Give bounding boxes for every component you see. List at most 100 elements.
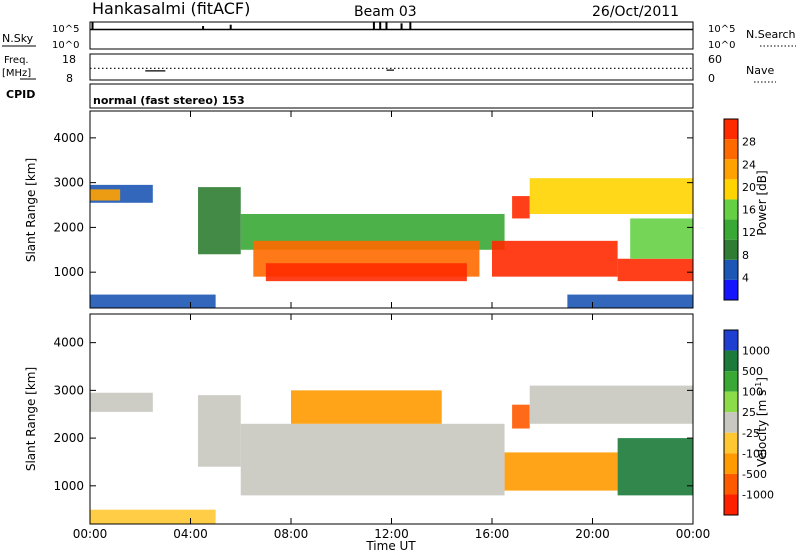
power-colorbar-tick-0: 4 — [742, 271, 749, 284]
freq-unit: [MHz] — [2, 68, 31, 79]
velocity-colorbar-tick-4: -25 — [742, 427, 760, 440]
power-ylabel: Slant Range [km] — [24, 158, 38, 262]
freq-tick-low: 8 — [66, 72, 73, 85]
velocity-colorbar-tick-6: -500 — [742, 468, 767, 481]
power-colorbar-tick-1: 8 — [742, 249, 749, 262]
velocity-colorbar-label-end: ] — [755, 377, 769, 382]
x-tick-label-4: 16:00 — [475, 527, 510, 541]
power-band-9 — [617, 258, 693, 282]
x-tick-label-1: 04:00 — [173, 527, 208, 541]
cpid-panel-frame — [89, 83, 694, 109]
velocity-colorbar-seg-7 — [724, 473, 738, 495]
power-colorbar-tick-4: 20 — [742, 181, 756, 194]
velocity-band-2 — [240, 423, 505, 496]
date-title: 26/Oct/2011 — [592, 4, 679, 20]
velocity-band-3 — [504, 452, 618, 491]
velocity-colorbar-tick-5: -100 — [742, 447, 767, 460]
power-band-11 — [90, 294, 216, 308]
power-colorbar-tick-5: 24 — [742, 158, 756, 171]
power-colorbar-seg-5 — [724, 179, 738, 200]
station-title: Hankasalmi (fitACF) — [92, 0, 250, 18]
power-colorbar-label: Power [dB] — [755, 170, 769, 235]
velocity-ytick-label-2: 3000 — [53, 383, 84, 397]
nsky-tick-high: 10^5 — [52, 24, 79, 35]
velocity-colorbar-seg-3 — [724, 391, 738, 413]
velocity-colorbar-tick-7: -1000 — [742, 488, 774, 501]
nsky-tick-low: 10^0 — [52, 40, 79, 51]
velocity-colorbar-seg-2 — [724, 371, 738, 392]
velocity-colorbar-label: Velocity [m s-1] — [754, 377, 769, 467]
power-colorbar-tick-3: 16 — [742, 204, 756, 217]
power-ytick-label-2: 3000 — [53, 176, 84, 190]
cpid-label: CPID — [6, 88, 35, 101]
velocity-colorbar-seg-4 — [724, 412, 738, 433]
power-colorbar-seg-1 — [724, 259, 738, 280]
power-colorbar-seg-2 — [724, 239, 738, 260]
velocity-ylabel: Slant Range [km] — [24, 367, 38, 471]
velocity-colorbar-seg-5 — [724, 432, 738, 454]
velocity-colorbar-tick-0: 1000 — [742, 345, 770, 358]
power-band-7 — [512, 196, 530, 219]
velocity-colorbar-label-main: Velocity [m s — [755, 390, 769, 467]
x-tick-label-5: 20:00 — [575, 527, 610, 541]
power-colorbar-frame — [723, 118, 739, 301]
velocity-colorbar-tick-3: 25 — [742, 406, 756, 419]
velocity-ytick-label-3: 4000 — [53, 336, 84, 350]
velocity-colorbar-tick-1: 500 — [742, 365, 763, 378]
velocity-colorbar-frame — [723, 329, 739, 516]
power-colorbar-seg-0 — [724, 279, 738, 300]
power-colorbar-seg-4 — [724, 199, 738, 220]
freq-label: Freq. — [4, 55, 29, 66]
x-tick-label-0: 00:00 — [73, 527, 108, 541]
nsearch-tick-high: 10^5 — [708, 24, 735, 35]
velocity-band-7 — [90, 509, 216, 524]
power-band-5 — [265, 263, 467, 282]
power-band-2 — [198, 187, 241, 255]
velocity-colorbar-seg-1 — [724, 350, 738, 372]
velocity-band-0 — [90, 392, 153, 412]
beam-title: Beam 03 — [354, 4, 417, 20]
nave-label: Nave — [746, 64, 774, 77]
velocity-colorbar-seg-8 — [724, 494, 738, 515]
nave-tick-low: 0 — [708, 72, 715, 85]
power-band-12 — [567, 294, 693, 308]
nave-tick-high: 60 — [708, 53, 722, 66]
power-ytick-label-0: 1000 — [53, 265, 84, 279]
velocity-colorbar-tick-2: 100 — [742, 386, 763, 399]
power-band-10 — [630, 218, 693, 259]
nsky-label: N.Sky — [2, 32, 34, 45]
power-colorbar-seg-6 — [724, 159, 738, 180]
x-tick-label-2: 08:00 — [274, 527, 309, 541]
velocity-band-8 — [291, 390, 442, 424]
nsearch-tick-low: 10^0 — [708, 40, 735, 51]
power-colorbar-tick-2: 12 — [742, 226, 756, 239]
freq-panel-frame — [89, 53, 694, 81]
power-band-1 — [90, 189, 121, 201]
velocity-colorbar-seg-0 — [724, 330, 738, 351]
velocity-band-6 — [617, 438, 693, 496]
noise-panel-frame — [89, 21, 694, 50]
power-ytick-label-3: 4000 — [53, 131, 84, 145]
power-colorbar-tick-6: 28 — [742, 136, 756, 149]
x-tick-label-3: 12:00 — [374, 527, 409, 541]
cpid-mode-text: normal (fast stereo) 153 — [93, 94, 245, 107]
power-band-6 — [492, 240, 618, 277]
velocity-ytick-label-1: 2000 — [53, 431, 84, 445]
x-tick-label-6: 00:00 — [676, 527, 711, 541]
velocity-band-4 — [512, 404, 530, 429]
power-heatmap — [90, 178, 693, 308]
velocity-band-1 — [198, 395, 241, 467]
velocity-ytick-label-0: 1000 — [53, 479, 84, 493]
freq-tick-high: 18 — [62, 53, 76, 66]
power-colorbar-seg-3 — [724, 219, 738, 240]
velocity-colorbar-seg-6 — [724, 453, 738, 474]
x-axis-label: Time UT — [365, 539, 416, 553]
power-ytick-label-1: 2000 — [53, 220, 84, 234]
nsearch-label: N.Search — [746, 28, 796, 41]
velocity-heatmap — [90, 385, 693, 524]
velocity-colorbar-label-sup: -1 — [754, 382, 763, 390]
power-band-8 — [529, 178, 693, 214]
power-colorbar-seg-8 — [724, 119, 738, 140]
velocity-band-5 — [529, 385, 693, 424]
